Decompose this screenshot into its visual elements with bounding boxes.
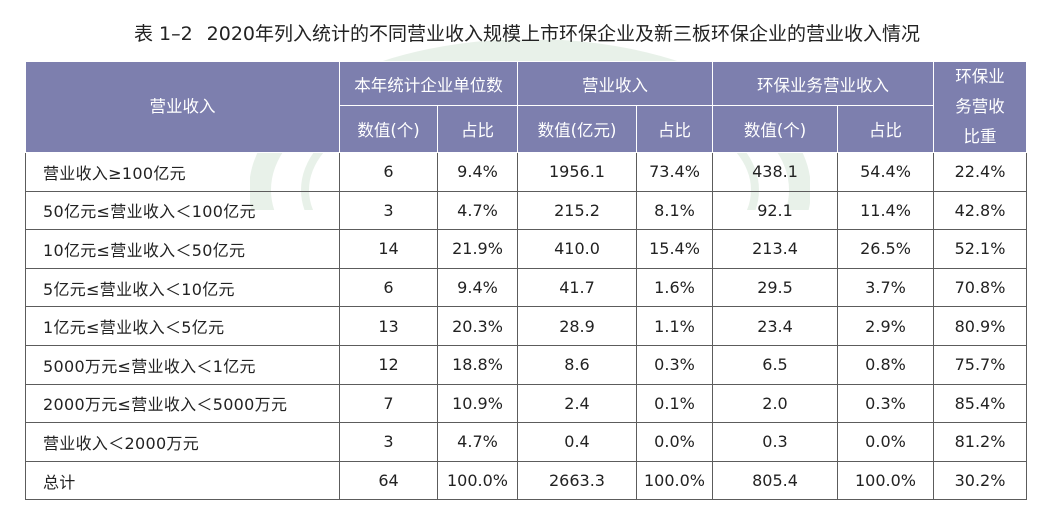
subheader-env-share: 占比 [837, 105, 934, 153]
cell-count-share: 9.4% [437, 268, 518, 308]
cell-env-share: 11.4% [837, 191, 934, 231]
row-label: 营业收入≥100亿元 [25, 152, 340, 192]
cell-revenue: 8.6 [517, 345, 637, 385]
table-row-total: 总计 64 100.0% 2663.3 100.0% 805.4 100.0% … [25, 461, 1027, 501]
cell-env-ratio: 22.4% [933, 152, 1027, 192]
cell-revenue-share: 0.3% [636, 345, 713, 385]
row-label: 5亿元≤营业收入＜10亿元 [25, 268, 340, 308]
cell-env-revenue: 805.4 [712, 461, 838, 501]
cell-count: 64 [339, 461, 438, 501]
row-label: 2000万元≤营业收入＜5000万元 [25, 384, 340, 424]
cell-count: 3 [339, 422, 438, 462]
cell-env-ratio: 75.7% [933, 345, 1027, 385]
cell-revenue: 41.7 [517, 268, 637, 308]
cell-env-revenue: 213.4 [712, 229, 838, 269]
cell-count-share: 20.3% [437, 306, 518, 346]
cell-env-revenue: 23.4 [712, 306, 838, 346]
cell-revenue: 2.4 [517, 384, 637, 424]
row-label: 1亿元≤营业收入＜5亿元 [25, 306, 340, 346]
cell-count-share: 4.7% [437, 422, 518, 462]
cell-count: 6 [339, 152, 438, 192]
row-header-revenue: 营业收入 [25, 61, 340, 153]
cell-revenue-share: 0.1% [636, 384, 713, 424]
subheader-count-value: 数值(个) [339, 105, 438, 153]
cell-env-revenue: 2.0 [712, 384, 838, 424]
cell-count-share: 10.9% [437, 384, 518, 424]
group-header-env-revenue: 环保业务营业收入 [712, 60, 934, 107]
cell-env-share: 0.8% [837, 345, 934, 385]
cell-count-share: 4.7% [437, 191, 518, 231]
table-number: 表 1–2 [133, 23, 193, 45]
cell-env-ratio: 80.9% [933, 306, 1027, 346]
table-body: 营业收入≥100亿元 6 9.4% 1956.1 73.4% 438.1 54.… [25, 152, 1027, 501]
table-row: 10亿元≤营业收入＜50亿元 14 21.9% 410.0 15.4% 213.… [25, 229, 1027, 269]
cell-count: 7 [339, 384, 438, 424]
table-row: 50亿元≤营业收入＜100亿元 3 4.7% 215.2 8.1% 92.1 1… [25, 191, 1027, 231]
row-label: 5000万元≤营业收入＜1亿元 [25, 345, 340, 385]
cell-env-revenue: 29.5 [712, 268, 838, 308]
cell-count: 13 [339, 306, 438, 346]
table-row: 5000万元≤营业收入＜1亿元 12 18.8% 8.6 0.3% 6.5 0.… [25, 345, 1027, 385]
cell-count-share: 18.8% [437, 345, 518, 385]
cell-count: 14 [339, 229, 438, 269]
cell-revenue: 410.0 [517, 229, 637, 269]
cell-revenue-share: 73.4% [636, 152, 713, 192]
cell-revenue-share: 100.0% [636, 461, 713, 501]
cell-env-ratio: 70.8% [933, 268, 1027, 308]
subheader-revenue-share: 占比 [636, 105, 713, 153]
group-header-enterprise-count: 本年统计企业单位数 [339, 60, 518, 107]
cell-revenue: 1956.1 [517, 152, 637, 192]
row-label: 总计 [25, 461, 340, 501]
cell-env-ratio: 42.8% [933, 191, 1027, 231]
cell-env-share: 2.9% [837, 306, 934, 346]
row-label: 营业收入＜2000万元 [25, 422, 340, 462]
cell-env-revenue: 438.1 [712, 152, 838, 192]
cell-revenue: 0.4 [517, 422, 637, 462]
cell-count-share: 21.9% [437, 229, 518, 269]
cell-count-share: 9.4% [437, 152, 518, 192]
table-row: 营业收入＜2000万元 3 4.7% 0.4 0.0% 0.3 0.0% 81.… [25, 422, 1027, 462]
cell-revenue-share: 0.0% [636, 422, 713, 462]
revenue-scale-table: 营业收入 本年统计企业单位数 营业收入 环保业务营业收入 环保业务营收比重 数值… [25, 60, 1027, 501]
cell-env-ratio: 52.1% [933, 229, 1027, 269]
cell-env-revenue: 6.5 [712, 345, 838, 385]
table-row: 2000万元≤营业收入＜5000万元 7 10.9% 2.4 0.1% 2.0 … [25, 384, 1027, 424]
cell-count: 12 [339, 345, 438, 385]
cell-env-share: 0.3% [837, 384, 934, 424]
cell-env-share: 54.4% [837, 152, 934, 192]
cell-env-share: 3.7% [837, 268, 934, 308]
cell-env-share: 26.5% [837, 229, 934, 269]
cell-revenue-share: 1.1% [636, 306, 713, 346]
cell-count: 3 [339, 191, 438, 231]
cell-revenue-share: 1.6% [636, 268, 713, 308]
cell-env-ratio: 85.4% [933, 384, 1027, 424]
cell-env-ratio: 30.2% [933, 461, 1027, 501]
row-label: 50亿元≤营业收入＜100亿元 [25, 191, 340, 231]
subheader-env-value: 数值(个) [712, 105, 838, 153]
cell-env-revenue: 0.3 [712, 422, 838, 462]
cell-count: 6 [339, 268, 438, 308]
cell-revenue: 2663.3 [517, 461, 637, 501]
subheader-count-share: 占比 [437, 105, 518, 153]
cell-env-share: 100.0% [837, 461, 934, 501]
cell-env-revenue: 92.1 [712, 191, 838, 231]
cell-revenue-share: 15.4% [636, 229, 713, 269]
subheader-revenue-value: 数值(亿元) [517, 105, 637, 153]
group-header-revenue: 营业收入 [517, 60, 713, 107]
cell-count-share: 100.0% [437, 461, 518, 501]
table-title: 2020年列入统计的不同营业收入规模上市环保企业及新三板环保企业的营业收入情况 [206, 23, 921, 45]
table-caption: 表 1–2 2020年列入统计的不同营业收入规模上市环保企业及新三板环保企业的营业… [0, 20, 1054, 48]
table-row: 1亿元≤营业收入＜5亿元 13 20.3% 28.9 1.1% 23.4 2.9… [25, 306, 1027, 346]
cell-revenue: 215.2 [517, 191, 637, 231]
column-header-env-ratio: 环保业务营收比重 [933, 61, 1027, 153]
cell-revenue-share: 8.1% [636, 191, 713, 231]
cell-env-share: 0.0% [837, 422, 934, 462]
row-label: 10亿元≤营业收入＜50亿元 [25, 229, 340, 269]
cell-env-ratio: 81.2% [933, 422, 1027, 462]
table-row: 营业收入≥100亿元 6 9.4% 1956.1 73.4% 438.1 54.… [25, 152, 1027, 192]
table-row: 5亿元≤营业收入＜10亿元 6 9.4% 41.7 1.6% 29.5 3.7%… [25, 268, 1027, 308]
cell-revenue: 28.9 [517, 306, 637, 346]
